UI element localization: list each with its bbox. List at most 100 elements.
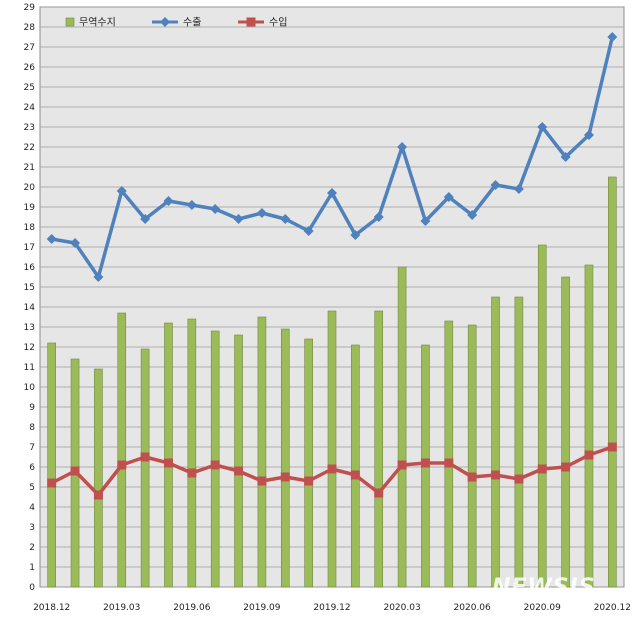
data-point bbox=[47, 478, 57, 488]
data-point bbox=[186, 200, 197, 210]
data-point bbox=[583, 130, 594, 140]
data-point bbox=[257, 476, 267, 486]
data-point bbox=[327, 464, 337, 474]
data-point bbox=[210, 204, 221, 214]
watermark-text: NEWSIS bbox=[492, 575, 596, 600]
bar bbox=[397, 266, 407, 588]
y-tick-label: 28 bbox=[24, 23, 36, 33]
x-tick-label: 2019.09 bbox=[243, 603, 280, 613]
data-point bbox=[234, 466, 244, 476]
y-tick-label: 19 bbox=[24, 203, 36, 213]
bar bbox=[537, 244, 547, 588]
bar bbox=[304, 338, 313, 588]
data-point bbox=[350, 470, 360, 480]
bar bbox=[444, 320, 454, 588]
y-tick-label: 9 bbox=[29, 403, 35, 413]
y-tick-label: 4 bbox=[29, 503, 35, 513]
y-tick-label: 21 bbox=[24, 163, 35, 173]
bar bbox=[117, 312, 127, 588]
bar bbox=[467, 324, 477, 588]
data-point bbox=[397, 460, 407, 470]
y-tick-label: 26 bbox=[24, 63, 36, 73]
y-tick-label: 16 bbox=[24, 263, 36, 273]
data-point bbox=[420, 458, 430, 468]
data-point bbox=[303, 226, 314, 236]
data-point bbox=[513, 184, 524, 194]
data-point bbox=[491, 470, 501, 480]
data-point bbox=[46, 234, 57, 244]
y-tick-label: 27 bbox=[24, 43, 35, 53]
data-point bbox=[256, 208, 267, 218]
data-point bbox=[350, 230, 361, 240]
data-point bbox=[560, 152, 571, 162]
data-point bbox=[140, 452, 150, 462]
data-point bbox=[304, 476, 314, 486]
y-tick-label: 29 bbox=[24, 3, 36, 13]
series-lines bbox=[46, 32, 618, 500]
y-tick-label: 14 bbox=[24, 303, 36, 313]
data-point bbox=[116, 186, 127, 196]
y-tick-label: 5 bbox=[29, 483, 35, 493]
bar bbox=[561, 276, 570, 588]
bar bbox=[234, 334, 243, 588]
y-tick-label: 15 bbox=[24, 283, 35, 293]
y-tick-label: 0 bbox=[29, 583, 35, 593]
x-tick-label: 2020.06 bbox=[454, 603, 491, 613]
y-tick-label: 12 bbox=[24, 343, 35, 353]
legend-label: 무역수지 bbox=[79, 17, 116, 29]
y-tick-label: 11 bbox=[24, 363, 35, 373]
data-point bbox=[607, 32, 618, 42]
data-point bbox=[70, 238, 81, 248]
data-point bbox=[514, 474, 524, 484]
data-point bbox=[117, 460, 127, 470]
data-point bbox=[233, 214, 244, 224]
legend-label: 수입 bbox=[269, 16, 287, 29]
y-tick-label: 2 bbox=[29, 543, 35, 553]
data-point bbox=[374, 488, 384, 498]
bar bbox=[280, 328, 290, 588]
y-tick-label: 17 bbox=[24, 243, 35, 253]
legend-marker bbox=[246, 17, 256, 27]
bar bbox=[351, 344, 360, 588]
y-axis-ticks: 0123456789101112131415161718192021222324… bbox=[24, 3, 36, 593]
data-point bbox=[537, 464, 547, 474]
bar bbox=[140, 348, 150, 588]
data-point bbox=[210, 460, 220, 470]
y-tick-label: 20 bbox=[24, 183, 36, 193]
bar bbox=[327, 310, 337, 588]
y-tick-label: 22 bbox=[24, 143, 35, 153]
data-point bbox=[537, 122, 548, 132]
legend-label: 수출 bbox=[183, 17, 201, 29]
data-point bbox=[280, 214, 291, 224]
bar bbox=[210, 330, 220, 588]
bar bbox=[187, 318, 197, 588]
data-point bbox=[70, 466, 80, 476]
data-point bbox=[444, 458, 454, 468]
data-point bbox=[607, 442, 617, 452]
data-point bbox=[443, 192, 454, 202]
data-point bbox=[561, 462, 571, 472]
x-axis-ticks: 2018.12 2019.03 2019.06 2019.09 2019.12 2020.… bbox=[33, 603, 631, 613]
y-tick-label: 6 bbox=[29, 463, 35, 473]
data-point bbox=[163, 458, 173, 468]
x-tick-label: 2020.12 bbox=[594, 603, 631, 613]
y-tick-label: 8 bbox=[29, 423, 35, 433]
data-point bbox=[397, 142, 408, 152]
bar bbox=[584, 264, 594, 588]
legend-swatch bbox=[65, 17, 75, 27]
bar bbox=[374, 310, 384, 588]
x-tick-label: 2019.06 bbox=[173, 603, 210, 613]
legend: 무역수지 수출 수입 bbox=[65, 16, 287, 29]
x-tick-label: 2020.03 bbox=[383, 603, 420, 613]
x-tick-label: 2020.09 bbox=[524, 603, 561, 613]
data-point bbox=[280, 472, 290, 482]
y-tick-label: 23 bbox=[24, 123, 35, 133]
y-tick-label: 1 bbox=[29, 563, 35, 573]
x-tick-label: 2019.12 bbox=[313, 603, 350, 613]
legend-marker bbox=[160, 17, 170, 27]
y-tick-label: 13 bbox=[24, 323, 35, 333]
data-point bbox=[584, 450, 594, 460]
x-tick-label: 2019.03 bbox=[103, 603, 140, 613]
bar bbox=[47, 342, 56, 588]
